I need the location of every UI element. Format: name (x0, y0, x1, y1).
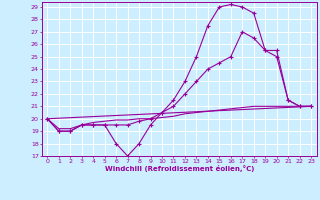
X-axis label: Windchill (Refroidissement éolien,°C): Windchill (Refroidissement éolien,°C) (105, 165, 254, 172)
